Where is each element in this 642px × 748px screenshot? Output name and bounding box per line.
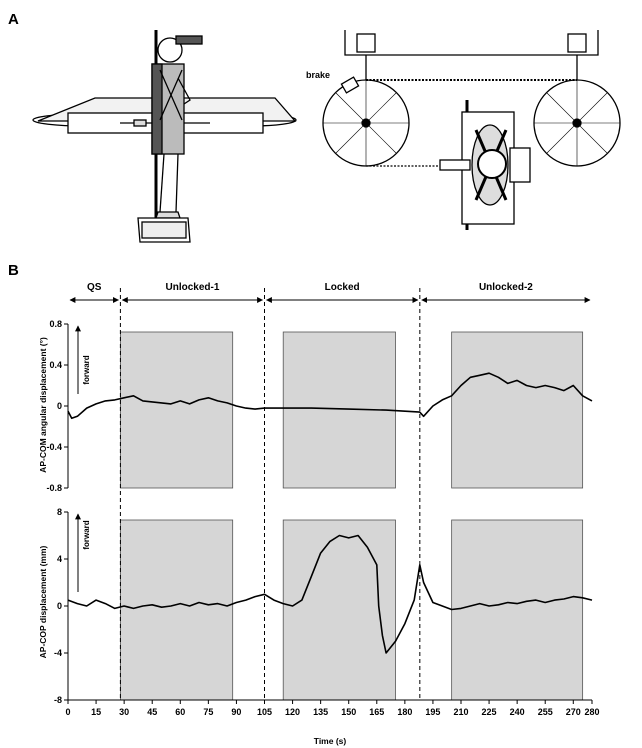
x-tick-label-7: 90 (231, 707, 241, 717)
x-tick-label-1: 0 (65, 707, 70, 717)
y-tick-label-1-5: 0.8 (49, 319, 62, 329)
x-tick-label-9: 120 (285, 707, 300, 717)
shaded-window-1-1 (120, 331, 234, 489)
shaded-window-2-3 (451, 519, 584, 701)
x-tick-label-15: 210 (453, 707, 468, 717)
apparatus-side-view (32, 30, 297, 243)
y-tick-label-2-1: -8 (54, 695, 62, 705)
phase-label-4: Unlocked-2 (479, 282, 533, 293)
y-tick-label-2-3: 0 (57, 601, 62, 611)
y-tick-label-1-2: -0.4 (46, 442, 62, 452)
x-tick-label-17: 240 (510, 707, 525, 717)
series-line-1-1 (67, 372, 593, 420)
panel-b-label: B (8, 262, 19, 279)
series-line-2-1 (67, 534, 593, 654)
x-tick-label-6: 75 (203, 707, 213, 717)
x-tick-label-8: 105 (257, 707, 272, 717)
x-tick-label-5: 60 (175, 707, 185, 717)
y-tick-label-2-2: -4 (54, 648, 62, 658)
brake-label: brake (306, 70, 330, 80)
x-tick-label-10: 135 (313, 707, 328, 717)
y-tick-label-1-4: 0.4 (49, 360, 62, 370)
forward-label-com: forward (82, 355, 91, 384)
x-tick-label-20: 280 (584, 707, 599, 717)
x-tick-label-13: 180 (397, 707, 412, 717)
chart: -0.8 -0.4 0 0.4 0.8 -8 -4 0 4 8 0 15 30 45 60 75 90 105 12… (46, 282, 599, 717)
phase-label-3: Locked (325, 282, 360, 293)
y-tick-label-1-1: -0.8 (46, 483, 62, 493)
shaded-window-1-3 (451, 331, 584, 489)
shaded-window-2-1 (120, 519, 234, 701)
phase-label-2: Unlocked-1 (165, 282, 219, 293)
phase-label-1: QS (87, 282, 102, 293)
y-axis-label-cop: AP-COP displacement (mm) (38, 545, 48, 658)
panel-a-label: A (8, 11, 19, 28)
x-axis-label: Time (s) (314, 736, 347, 746)
y-tick-label-2-5: 8 (57, 507, 62, 517)
x-tick-label-16: 225 (482, 707, 497, 717)
forward-label-cop: forward (82, 520, 91, 549)
y-tick-label-1-3: 0 (57, 401, 62, 411)
shaded-window-2-2 (282, 519, 396, 701)
y-axis-label-com: AP-COM angular displacement (°) (38, 337, 48, 473)
x-tick-label-14: 195 (425, 707, 440, 717)
x-tick-label-19: 270 (566, 707, 581, 717)
x-tick-label-4: 45 (147, 707, 157, 717)
x-tick-label-11: 150 (341, 707, 356, 717)
x-tick-label-2: 15 (91, 707, 101, 717)
y-tick-label-2-4: 4 (57, 554, 62, 564)
x-tick-label-18: 255 (538, 707, 553, 717)
x-tick-label-12: 165 (369, 707, 384, 717)
apparatus-top-view (322, 30, 621, 230)
x-tick-label-3: 30 (119, 707, 129, 717)
